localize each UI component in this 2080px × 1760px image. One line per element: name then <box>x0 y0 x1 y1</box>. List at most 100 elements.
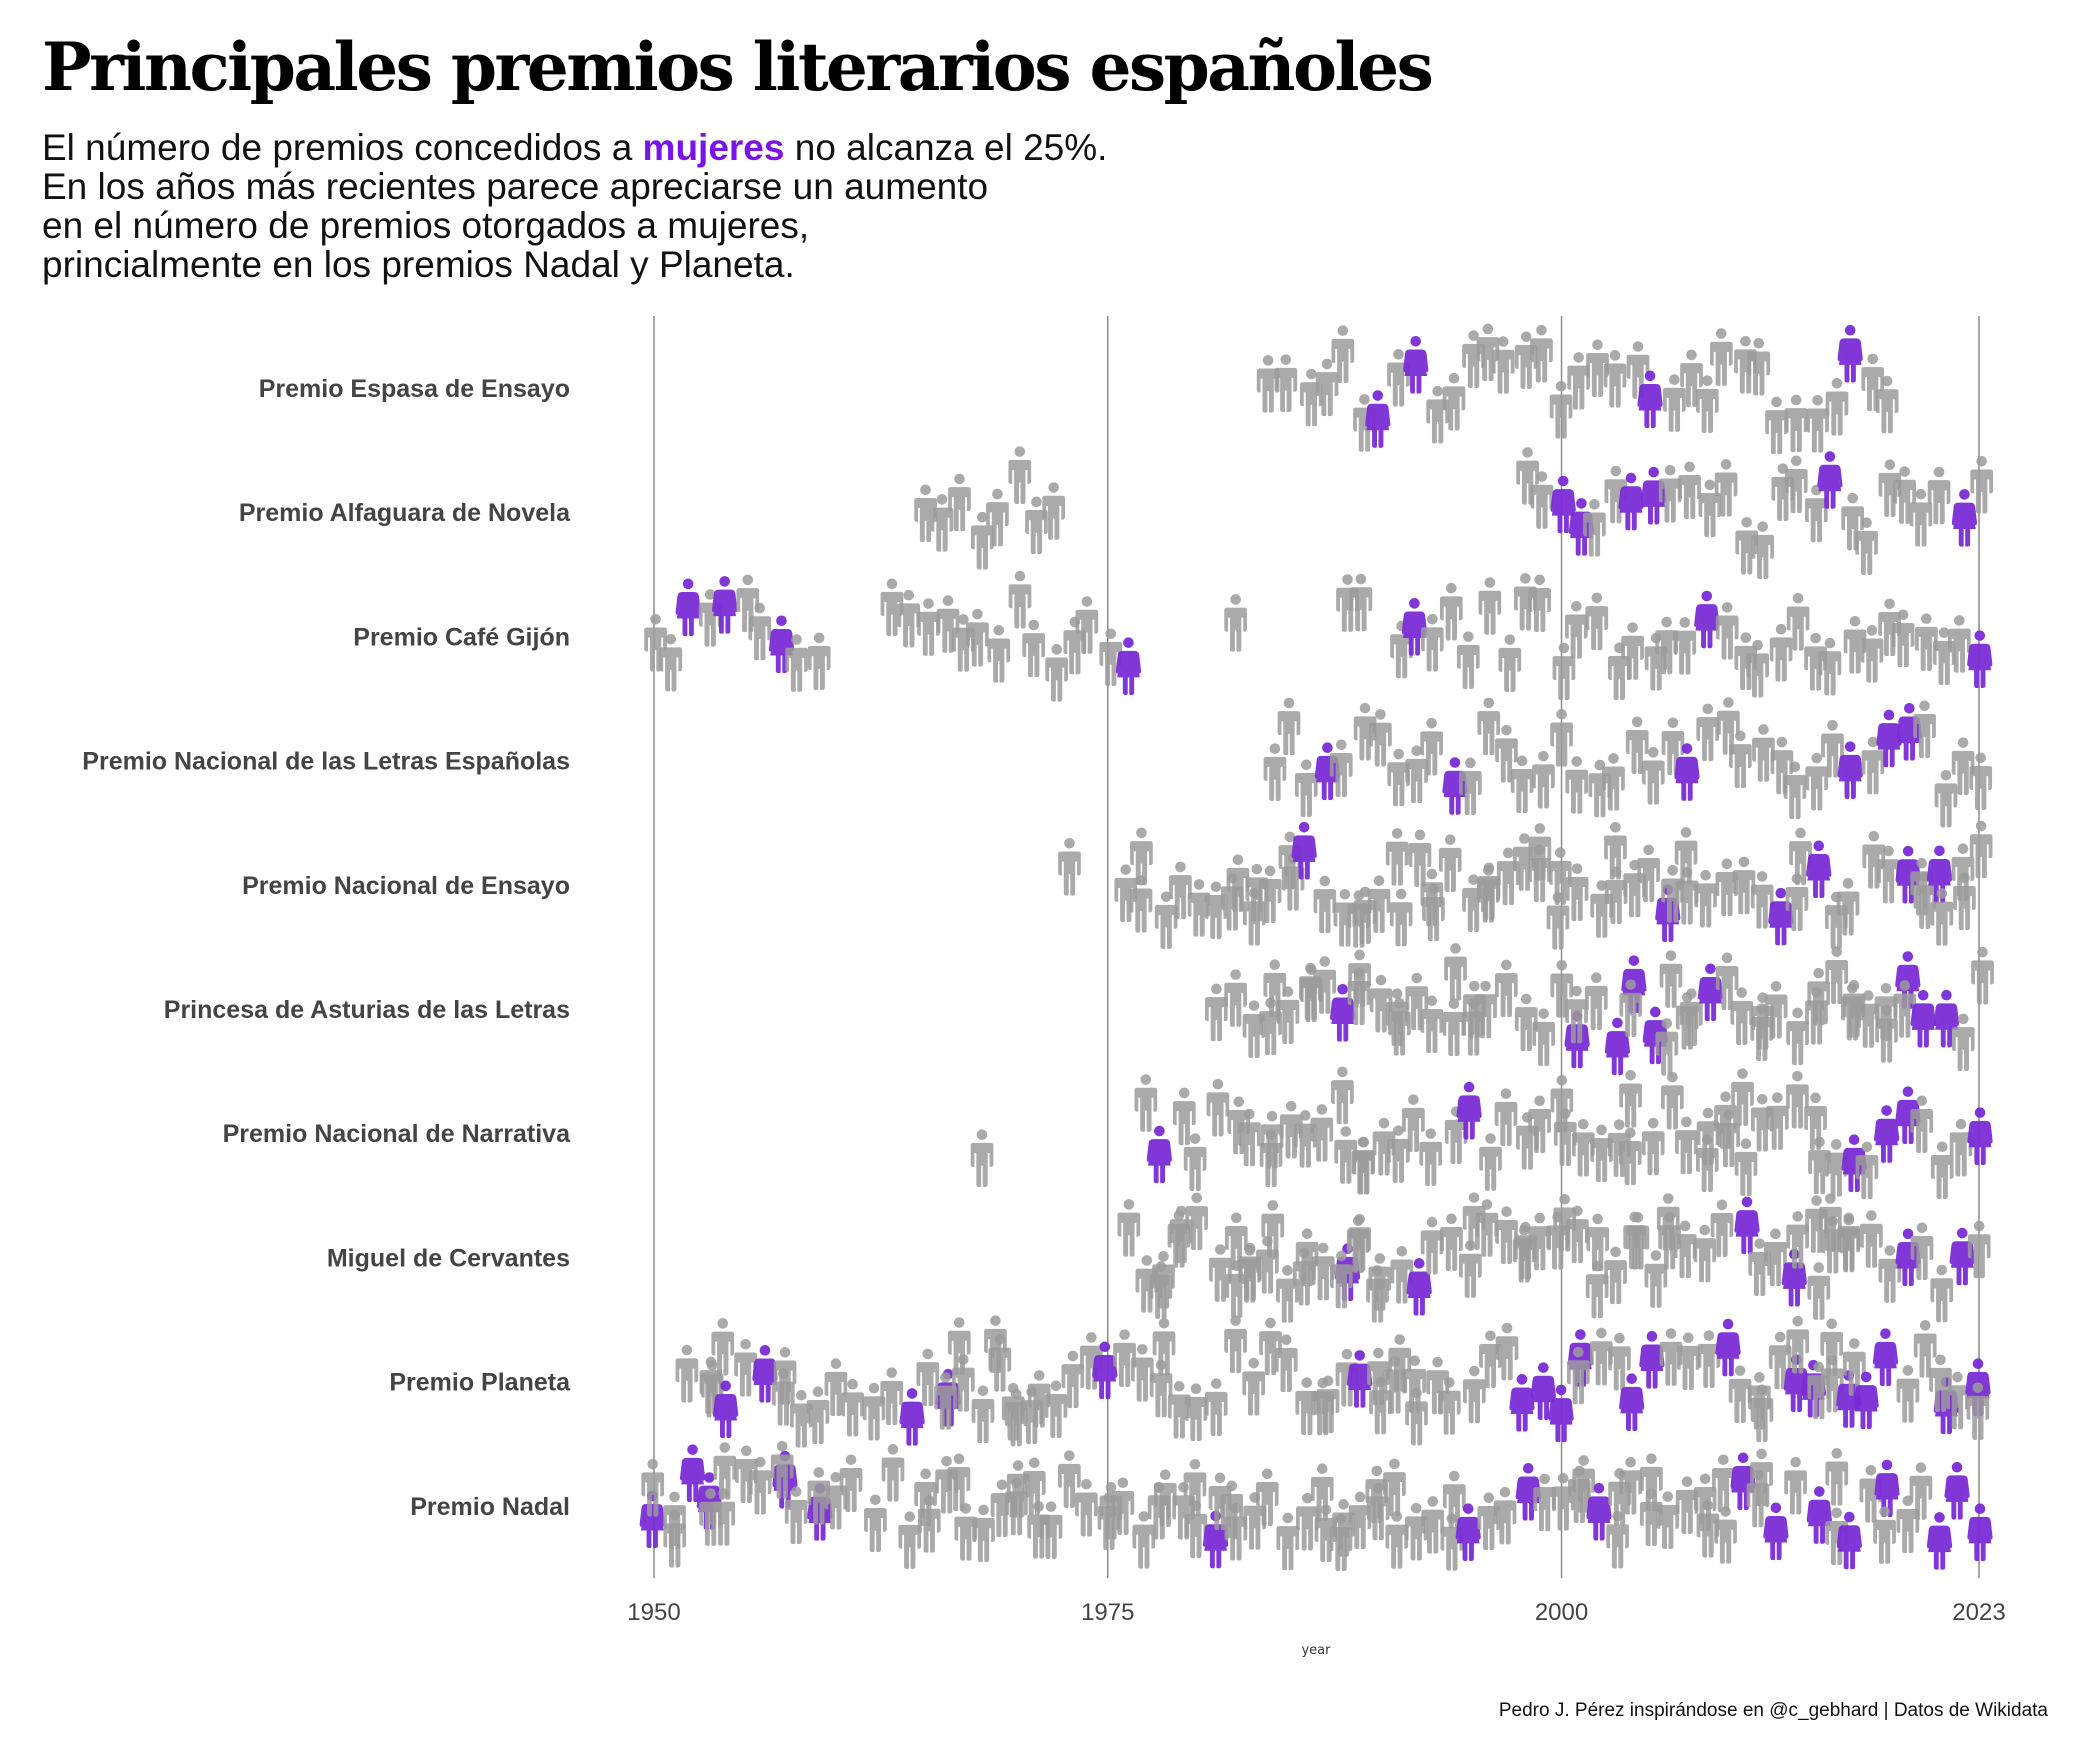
man-icon <box>1730 987 1754 1045</box>
man-icon <box>1875 375 1899 434</box>
man-icon <box>1367 875 1391 934</box>
man-icon <box>675 1344 699 1403</box>
man-icon <box>1494 1088 1518 1147</box>
man-icon <box>1804 632 1827 691</box>
man-icon <box>644 613 667 672</box>
man-icon <box>1656 1491 1680 1549</box>
man-icon <box>1674 1116 1698 1175</box>
man-icon <box>1313 875 1337 934</box>
man-icon <box>936 595 960 653</box>
man-icon <box>1184 1383 1208 1442</box>
man-icon <box>1807 1262 1831 1320</box>
category-label: Premio Nacional de Ensayo <box>242 872 570 900</box>
man-icon <box>1495 1322 1519 1381</box>
man-icon <box>1825 378 1849 436</box>
man-icon <box>734 1338 757 1397</box>
subtitle-line-3: en el número de premios otorgados a muje… <box>42 205 810 246</box>
man-icon <box>1709 328 1733 386</box>
man-icon <box>1528 574 1552 633</box>
x-tick-label: 1975 <box>1081 1599 1134 1626</box>
woman-icon <box>1509 1374 1535 1432</box>
man-icon <box>1769 623 1793 682</box>
man-icon <box>1369 1376 1392 1435</box>
man-icon <box>1934 769 1958 828</box>
subtitle-line-2: En los años más recientes parece aprecia… <box>42 166 989 207</box>
man-icon <box>966 608 989 667</box>
man-icon <box>1058 837 1081 896</box>
award-icons <box>639 323 1994 1572</box>
woman-icon <box>1694 590 1720 649</box>
category-label: Princesa de Asturias de las Letras <box>164 996 570 1024</box>
category-label: Miguel de Cervantes <box>327 1244 570 1272</box>
man-icon <box>1585 592 1609 651</box>
man-icon <box>1530 471 1554 529</box>
woman-icon <box>1872 1328 1899 1386</box>
man-icon <box>947 1317 971 1375</box>
man-icon <box>987 624 1011 683</box>
woman-icon <box>1837 324 1863 383</box>
x-tick-label: 2023 <box>1952 1599 2005 1626</box>
man-icon <box>986 488 1009 547</box>
man-icon <box>1530 324 1553 383</box>
woman-icon <box>1926 1512 1953 1570</box>
man-icon <box>1462 1365 1486 1424</box>
x-tick-label: 2000 <box>1535 1599 1588 1626</box>
man-icon <box>1276 1512 1300 1571</box>
man-icon <box>971 1385 995 1444</box>
man-icon <box>1532 750 1555 809</box>
chart-title: Principales premios literarios españoles <box>42 28 1434 106</box>
man-icon <box>1294 759 1318 818</box>
man-icon <box>1766 1092 1789 1150</box>
man-icon <box>1913 700 1936 759</box>
x-axis: 1950 1975 2000 2023 year <box>627 1599 2005 1658</box>
man-icon <box>1658 464 1682 523</box>
woman-icon <box>1951 489 1978 547</box>
man-icon <box>1274 354 1298 412</box>
man-icon <box>1805 752 1829 811</box>
man-icon <box>1676 1332 1700 1391</box>
man-icon <box>1117 1199 1141 1257</box>
man-icon <box>1661 1071 1684 1130</box>
man-icon <box>1641 1117 1665 1176</box>
man-icon <box>1315 358 1339 417</box>
man-icon <box>1134 1074 1158 1132</box>
man-icon <box>1619 1070 1642 1128</box>
man-icon <box>1697 1330 1721 1389</box>
man-icon <box>1784 1456 1807 1515</box>
category-label: Premio Planeta <box>389 1369 571 1397</box>
man-icon <box>1242 1357 1266 1416</box>
man-icon <box>1261 1200 1285 1258</box>
category-label: Premio Café Gijón <box>353 623 570 651</box>
category-label: Premio Nacional de las Letras Españolas <box>82 748 570 776</box>
man-icon <box>1910 1222 1934 1281</box>
man-icon <box>970 1129 994 1188</box>
man-icon <box>1678 461 1701 520</box>
man-icon <box>1389 888 1413 947</box>
category-label: Premio Espasa de Ensayo <box>259 375 570 403</box>
man-icon <box>1750 1094 1774 1152</box>
man-icon <box>1444 943 1467 1001</box>
man-icon <box>1333 889 1357 947</box>
woman-icon <box>1442 757 1468 815</box>
man-icon <box>864 1494 887 1553</box>
man-icon <box>807 632 831 691</box>
woman-icon <box>768 615 795 674</box>
man-icon <box>1516 447 1539 505</box>
man-icon <box>1277 697 1301 756</box>
woman-icon <box>1967 1503 1993 1562</box>
man-icon <box>970 511 994 570</box>
man-icon <box>1673 617 1697 675</box>
man-icon <box>1263 743 1287 802</box>
subtitle-line-1: El número de premios concedidos a mujere… <box>42 128 1107 167</box>
category-labels: Premio Espasa de Ensayo Premio Alfaguara … <box>82 375 571 1521</box>
man-icon <box>1971 946 1994 1005</box>
subtitle-text: no alcanza el 25%. <box>784 127 1108 168</box>
chart-subtitle: El número de premios concedidos a mujere… <box>42 128 1107 284</box>
man-icon <box>1855 517 1878 575</box>
man-icon <box>1953 872 1976 931</box>
man-icon <box>1206 1078 1230 1137</box>
man-icon <box>1861 353 1885 412</box>
man-icon <box>1493 1486 1517 1545</box>
man-icon <box>1841 492 1865 551</box>
man-icon <box>1765 396 1788 455</box>
